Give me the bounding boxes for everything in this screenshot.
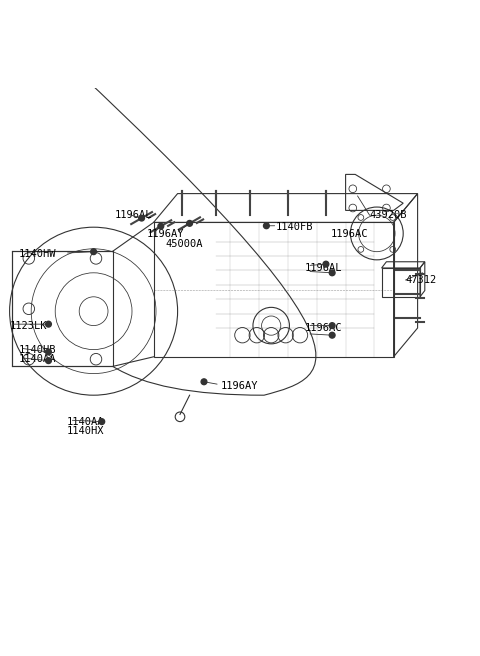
Circle shape <box>91 249 96 255</box>
Text: 1196AL: 1196AL <box>305 263 342 273</box>
Circle shape <box>139 215 144 221</box>
Text: 1123LK: 1123LK <box>10 321 47 331</box>
Text: 1196AC: 1196AC <box>331 230 369 239</box>
Circle shape <box>201 379 207 384</box>
Circle shape <box>323 261 329 267</box>
Text: 1140FB: 1140FB <box>276 222 313 232</box>
Circle shape <box>158 223 164 229</box>
Text: 1140HX: 1140HX <box>67 426 105 436</box>
Circle shape <box>329 333 335 338</box>
Circle shape <box>46 321 51 327</box>
Circle shape <box>264 223 269 229</box>
Text: 1140AA: 1140AA <box>19 354 57 364</box>
Circle shape <box>329 270 335 276</box>
Text: 1196AY: 1196AY <box>146 230 184 239</box>
Circle shape <box>187 220 192 226</box>
Text: 1140HB: 1140HB <box>19 344 57 355</box>
Text: 1196AL: 1196AL <box>115 210 153 220</box>
Text: 45000A: 45000A <box>166 239 203 249</box>
Text: 1140HW: 1140HW <box>19 249 57 258</box>
Text: 1196AY: 1196AY <box>221 380 258 390</box>
Text: 47312: 47312 <box>406 275 437 285</box>
Circle shape <box>329 323 335 329</box>
Circle shape <box>46 358 51 363</box>
Text: 43920B: 43920B <box>370 210 407 220</box>
Text: 1196AC: 1196AC <box>305 323 342 333</box>
Text: 1140AA: 1140AA <box>67 417 105 426</box>
Circle shape <box>46 349 51 355</box>
Circle shape <box>99 419 105 424</box>
